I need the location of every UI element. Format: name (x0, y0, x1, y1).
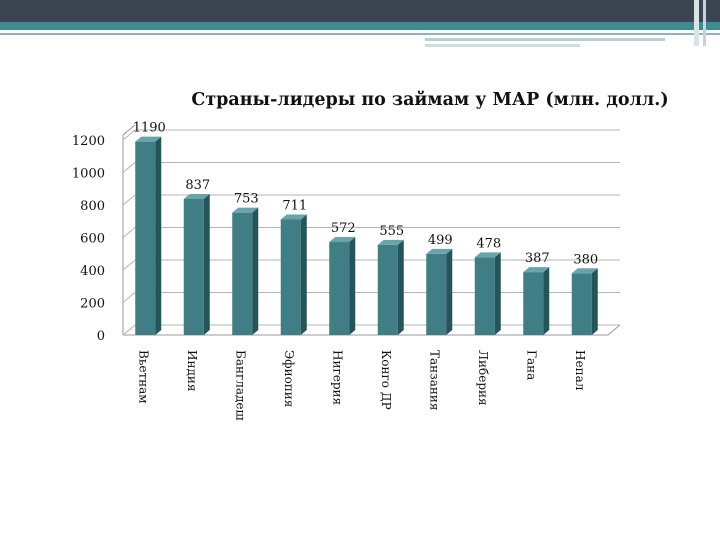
bar-top (571, 268, 598, 274)
bar-top (377, 239, 404, 245)
data-label: 1190 (133, 121, 166, 136)
gridline-depth (122, 324, 136, 336)
bar-side (252, 207, 259, 335)
decorative-line (425, 38, 665, 41)
gridline-depth (122, 259, 136, 271)
category-label: Вьетнам (136, 350, 150, 404)
slide-top-bar (0, 0, 720, 22)
x-axis: Вьетнам Индия Бангладеш Эфиопия Нигерия Конго… (136, 350, 587, 421)
gridline-depth (122, 194, 136, 206)
bar-side (203, 193, 210, 335)
bar (183, 198, 204, 335)
bar-top (329, 237, 356, 243)
bar (232, 212, 253, 335)
category-label: Танзания (427, 350, 441, 410)
y-tick-label: 1000 (72, 167, 105, 182)
y-tick-label: 1200 (72, 134, 105, 149)
category-label: Конго ДР (379, 350, 393, 410)
y-tick-label: 600 (80, 232, 105, 247)
y-tick-label: 200 (80, 297, 105, 312)
bar-top (232, 207, 259, 213)
gridline-depth (122, 162, 136, 173)
data-labels: 1190 837 753 711 572 555 499 478 387 380 (133, 121, 598, 268)
gridline-depth (122, 129, 136, 141)
data-label: 572 (331, 221, 356, 236)
bar-top (426, 248, 453, 254)
data-label: 753 (234, 192, 259, 207)
data-label: 499 (428, 233, 453, 248)
bar (377, 244, 398, 335)
bar-top (523, 267, 550, 273)
bar (329, 242, 350, 335)
y-axis: 0 200 400 600 800 1000 1200 (72, 134, 105, 344)
bar-side (155, 136, 162, 335)
slide-teal-band (0, 22, 720, 30)
gridline-depth (122, 292, 136, 303)
bar (474, 257, 495, 335)
bar-top (474, 252, 501, 258)
data-label: 555 (379, 224, 404, 239)
data-label: 380 (573, 252, 598, 267)
category-label: Гана (524, 350, 538, 380)
category-label: Бангладеш (233, 350, 247, 421)
bar (571, 273, 592, 335)
y-tick-label: 800 (80, 199, 105, 214)
bar-side (397, 239, 404, 335)
category-label: Эфиопия (282, 350, 296, 407)
gridline-depth (122, 227, 136, 238)
y-tick-label: 400 (80, 264, 105, 279)
data-label: 478 (476, 236, 501, 251)
back-wall-edge (122, 124, 136, 335)
chart-title: Страны-лидеры по займам у МАР (млн. долл… (191, 90, 668, 110)
bar-side (446, 248, 453, 335)
bar (523, 272, 544, 335)
bars (135, 136, 598, 335)
bar-side (591, 268, 598, 335)
category-label: Индия (185, 350, 199, 391)
bar-top (135, 136, 162, 142)
bar (280, 219, 301, 335)
data-label: 387 (525, 251, 550, 266)
bar-top (183, 193, 210, 199)
bar (135, 141, 156, 335)
data-label: 837 (185, 178, 210, 193)
category-label: Непал (573, 350, 587, 391)
y-tick-label: 0 (97, 329, 105, 344)
category-label: Нигерия (330, 350, 344, 405)
bar-top (280, 214, 307, 220)
decorative-line (425, 44, 580, 47)
bar-side (300, 214, 307, 335)
bar (426, 253, 447, 335)
bar-side (349, 237, 356, 335)
decorative-accent (694, 0, 699, 46)
bar-side (494, 252, 501, 335)
decorative-accent (703, 0, 706, 46)
bar-side (543, 267, 550, 335)
decorative-line (0, 33, 720, 35)
data-label: 711 (282, 198, 307, 213)
category-label: Либерия (476, 350, 490, 406)
